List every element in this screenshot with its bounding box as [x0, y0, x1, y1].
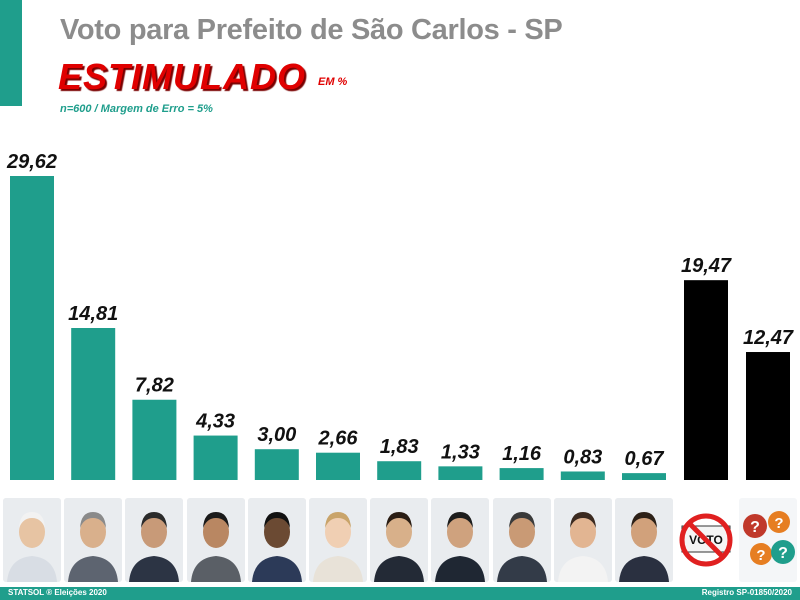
candidate-photo	[64, 498, 123, 582]
bar-value-label: 7,82	[135, 375, 174, 397]
chart-subtitle: ESTIMULADO	[58, 56, 306, 97]
bar-value-label: 19,47	[681, 255, 732, 277]
bar-2	[71, 328, 116, 480]
bar-value-label: 1,83	[380, 436, 419, 458]
bar-3	[132, 399, 177, 480]
candidate-photo	[247, 498, 306, 582]
footer-bar: STATSOL ® Eleições 2020 Registro SP-0185…	[0, 587, 800, 600]
candidate-photo	[125, 498, 184, 582]
candidate-photo	[186, 498, 245, 582]
candidate-photo	[309, 498, 367, 582]
bar-chart: 29,62 14,81 7,82 4,33 3,00 2,66 1,83 1,33 1,16 0,…	[6, 151, 794, 480]
svg-text:?: ?	[756, 547, 765, 564]
svg-text:?: ?	[750, 519, 760, 536]
footer-credit: STATSOL ® Eleições 2020	[8, 588, 107, 597]
sample-note: n=600 / Margem de Erro = 5%	[60, 103, 213, 115]
svg-text:?: ?	[774, 515, 783, 532]
candidate-photo	[492, 498, 551, 582]
bar-5	[254, 449, 299, 480]
footer-registration: Registro SP-01850/2020	[701, 588, 792, 597]
bar-value-label: 0,67	[625, 448, 665, 470]
bar-value-label: 14,81	[68, 303, 118, 325]
accent-bar	[0, 0, 22, 106]
bar-value-label: 29,62	[6, 151, 57, 173]
bar-6	[316, 452, 360, 480]
candidate-photo	[615, 498, 673, 582]
bar-12	[684, 280, 728, 480]
candidate-photo	[370, 498, 429, 582]
question-marks-icon: ????	[739, 498, 797, 582]
candidate-photo	[431, 498, 490, 582]
candidate-photo	[3, 498, 61, 582]
bar-1	[10, 176, 54, 480]
bar-7	[377, 461, 422, 480]
bar-13	[746, 352, 790, 480]
subtitle-group: ESTIMULADO EM %	[58, 56, 347, 98]
chart-title: Voto para Prefeito de São Carlos - SP	[60, 14, 563, 46]
bar-9	[499, 468, 544, 480]
bar-value-label: 2,66	[318, 428, 359, 450]
bar-10	[560, 471, 605, 480]
bar-8	[438, 466, 483, 480]
bar-value-label: 12,47	[743, 327, 794, 349]
bar-value-label: 4,33	[195, 411, 235, 433]
bar-value-label: 3,00	[257, 424, 296, 446]
bar-value-label: 1,16	[502, 443, 542, 465]
bar-4	[193, 435, 238, 480]
bar-11	[622, 473, 666, 480]
svg-text:?: ?	[778, 545, 788, 562]
candidate-photo	[553, 498, 612, 582]
bar-value-label: 0,83	[563, 446, 602, 468]
bar-value-label: 1,33	[441, 441, 480, 463]
no-vote-icon: VOTO	[677, 498, 735, 582]
unit-label: EM %	[318, 76, 348, 88]
candidate-photo-strip: VOTO????	[0, 494, 800, 586]
